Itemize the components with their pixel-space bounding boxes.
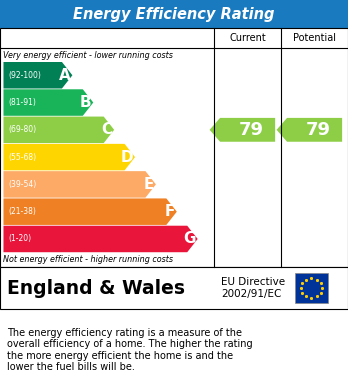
Polygon shape <box>3 171 156 197</box>
Polygon shape <box>3 117 114 143</box>
Text: (69-80): (69-80) <box>9 126 37 135</box>
Text: Energy Efficiency Rating: Energy Efficiency Rating <box>73 7 275 22</box>
Text: A: A <box>59 68 71 83</box>
Text: C: C <box>101 122 112 137</box>
Polygon shape <box>3 62 72 88</box>
Text: D: D <box>121 150 133 165</box>
Text: Current: Current <box>229 33 266 43</box>
Text: The energy efficiency rating is a measure of the
overall efficiency of a home. T: The energy efficiency rating is a measur… <box>7 328 253 372</box>
Text: Very energy efficient - lower running costs: Very energy efficient - lower running co… <box>3 50 173 59</box>
Polygon shape <box>3 89 93 116</box>
Bar <box>0 0 348 28</box>
Bar <box>295 273 328 303</box>
Bar <box>0 267 348 309</box>
Text: E: E <box>144 177 154 192</box>
Bar <box>0 28 348 267</box>
Text: EU Directive
2002/91/EC: EU Directive 2002/91/EC <box>221 277 285 299</box>
Text: (39-54): (39-54) <box>9 180 37 189</box>
Text: (81-91): (81-91) <box>9 98 37 107</box>
Text: (55-68): (55-68) <box>9 152 37 161</box>
Polygon shape <box>3 144 135 170</box>
Text: Not energy efficient - higher running costs: Not energy efficient - higher running co… <box>3 255 174 264</box>
Polygon shape <box>3 226 198 252</box>
Text: B: B <box>80 95 92 110</box>
Polygon shape <box>3 198 177 225</box>
Text: G: G <box>183 231 196 246</box>
Polygon shape <box>277 118 342 142</box>
Text: England & Wales: England & Wales <box>7 278 185 298</box>
Text: (1-20): (1-20) <box>9 235 32 244</box>
Polygon shape <box>209 118 275 142</box>
Text: 79: 79 <box>239 121 263 139</box>
Text: 79: 79 <box>306 121 331 139</box>
Text: F: F <box>165 204 175 219</box>
Text: (21-38): (21-38) <box>9 207 37 216</box>
Text: Potential: Potential <box>293 33 336 43</box>
Text: (92-100): (92-100) <box>9 71 41 80</box>
